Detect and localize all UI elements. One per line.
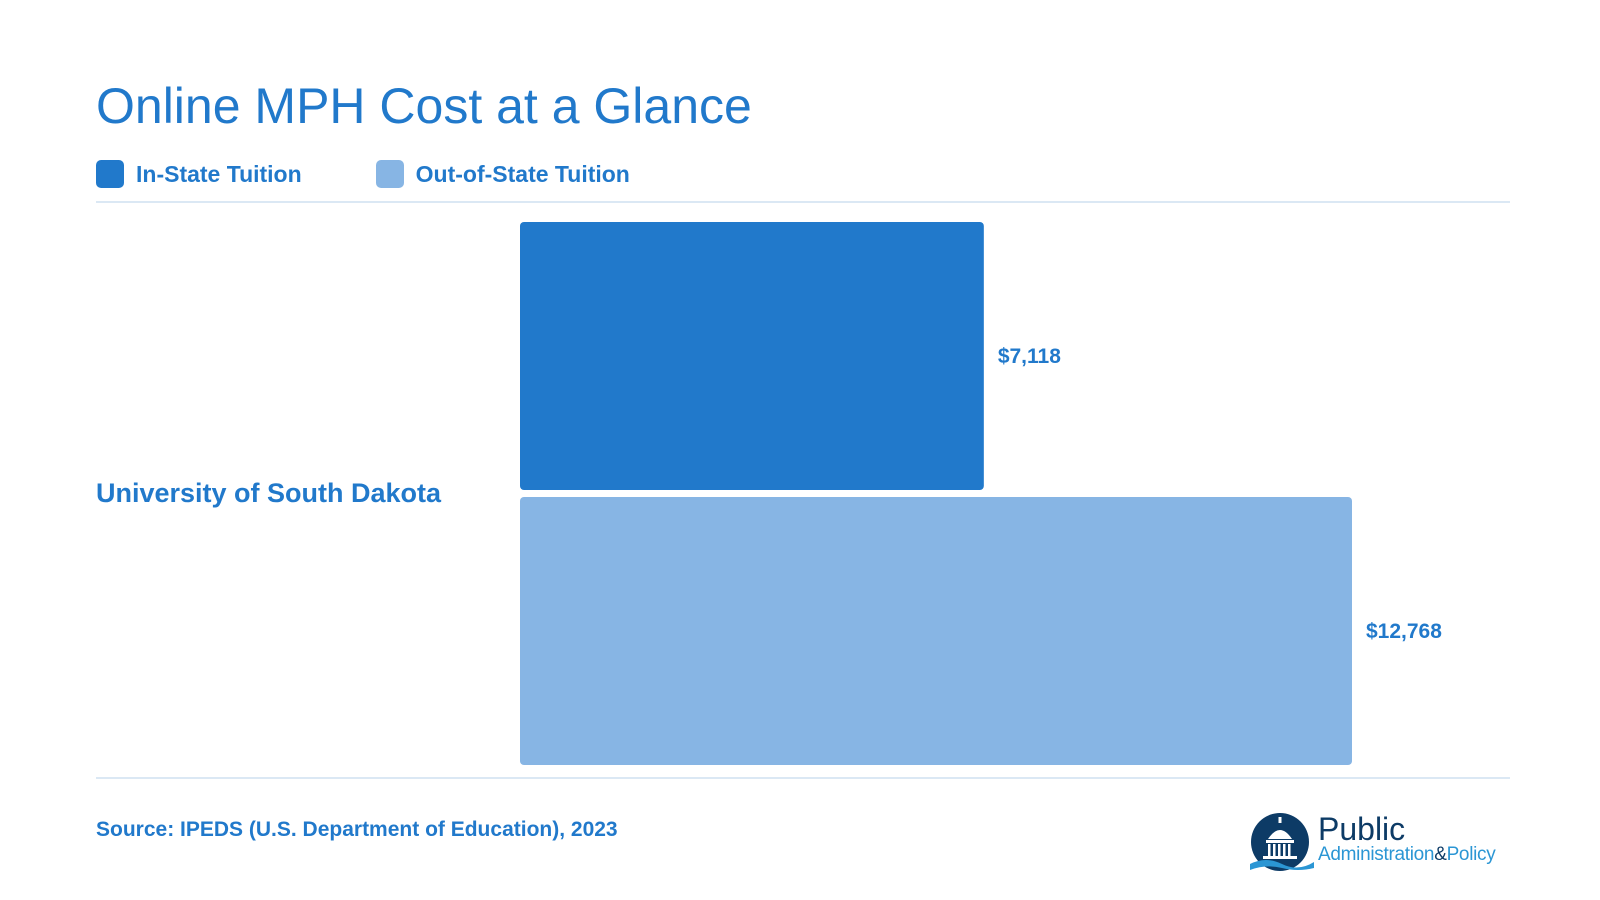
legend-swatch-in-state bbox=[96, 160, 124, 188]
source-note: Source: IPEDS (U.S. Department of Educat… bbox=[96, 818, 618, 841]
logo-text-policy: Policy bbox=[1446, 844, 1496, 865]
logo-text-administration: Administration bbox=[1318, 844, 1435, 865]
bar-out-of-state bbox=[520, 497, 1352, 765]
category-label: University of South Dakota bbox=[96, 478, 442, 508]
logo: Public Administration&Policy bbox=[1248, 812, 1518, 878]
bottom-divider bbox=[96, 777, 1510, 779]
legend-item-out-of-state: Out-of-State Tuition bbox=[375, 160, 630, 188]
bar-in-state bbox=[520, 222, 984, 490]
logo-text-public: Public bbox=[1318, 811, 1406, 847]
capitol-dome-icon bbox=[1250, 813, 1314, 871]
top-divider bbox=[96, 201, 1510, 203]
logo-text-admin-policy: Administration&Policy bbox=[1318, 844, 1496, 866]
logo-text-amp: & bbox=[1434, 844, 1447, 865]
bar-label-in-state: $7,118 bbox=[998, 345, 1061, 368]
legend-item-in-state: In-State Tuition bbox=[96, 160, 302, 188]
legend-swatch-out-of-state bbox=[375, 160, 404, 188]
bar-label-out-of-state: $12,768 bbox=[1366, 620, 1442, 643]
legend-label-out-of-state: Out-of-State Tuition bbox=[415, 160, 630, 187]
chart-title: Online MPH Cost at a Glance bbox=[96, 78, 752, 134]
legend-label-in-state: In-State Tuition bbox=[136, 160, 302, 187]
legend: In-State Tuition Out-of-State Tuition bbox=[96, 159, 704, 189]
